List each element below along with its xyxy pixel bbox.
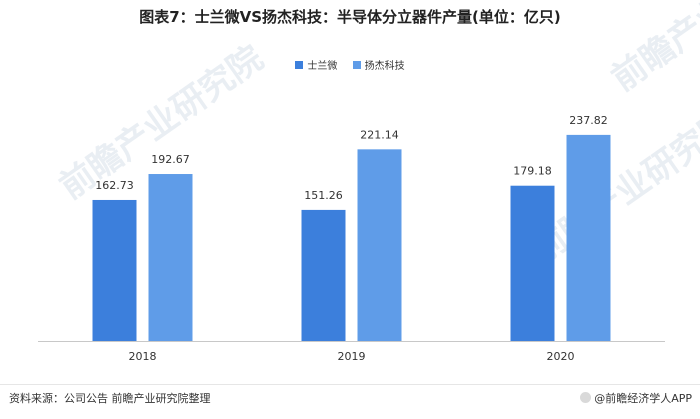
legend-swatch-series-2 bbox=[352, 60, 361, 69]
bar-chart: 162.73 192.67 2018 151.26 221.14 2019 179.18 23… bbox=[38, 114, 665, 363]
x-tick-label-2019: 2019 bbox=[338, 350, 366, 363]
bar-2-2020 bbox=[566, 134, 611, 341]
bar-1-2019 bbox=[301, 209, 346, 341]
data-label-2-2020: 237.82 bbox=[569, 114, 608, 127]
bar-1-2020 bbox=[510, 185, 555, 341]
brand-credit: @前瞻经济学人APP bbox=[580, 390, 692, 406]
legend-label-series-1: 士兰微 bbox=[307, 61, 338, 72]
legend-swatch-series-1 bbox=[295, 60, 304, 69]
data-label-1-2018: 162.73 bbox=[95, 179, 134, 192]
footer-divider bbox=[0, 384, 700, 385]
legend-item-series-2: 扬杰科技 bbox=[352, 57, 405, 72]
bar-2-2018 bbox=[148, 174, 193, 341]
data-label-1-2019: 151.26 bbox=[304, 189, 343, 202]
brand-logo-icon bbox=[580, 392, 592, 403]
data-label-2-2018: 192.67 bbox=[151, 153, 190, 166]
legend-item-series-1: 士兰微 bbox=[295, 57, 337, 72]
legend-label-series-2: 扬杰科技 bbox=[364, 61, 405, 72]
data-label-2-2019: 221.14 bbox=[360, 128, 399, 141]
brand-label: @前瞻经济学人APP bbox=[594, 392, 692, 405]
source-note: 资料来源：公司公告 前瞻产业研究院整理 bbox=[9, 392, 211, 405]
data-label-1-2020: 179.18 bbox=[513, 165, 552, 178]
x-tick-label-2018: 2018 bbox=[129, 350, 157, 363]
chart-title: 图表7：士兰微VS扬杰科技：半导体分立器件产量(单位：亿只) bbox=[139, 8, 561, 26]
x-tick-label-2020: 2020 bbox=[547, 350, 575, 363]
bar-1-2018 bbox=[92, 199, 137, 341]
bar-2-2019 bbox=[357, 149, 402, 341]
chart-legend: 士兰微 扬杰科技 bbox=[0, 57, 700, 72]
